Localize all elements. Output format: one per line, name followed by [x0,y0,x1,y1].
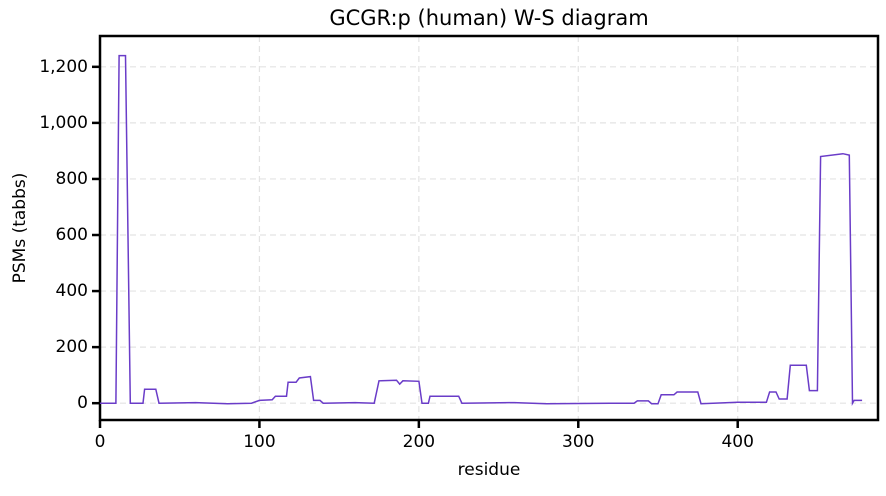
y-tick-label: 1,200 [39,57,88,77]
x-tick-label: 400 [721,432,753,452]
y-tick-label: 400 [56,281,88,301]
x-tick-label: 200 [403,432,435,452]
y-tick-label: 200 [56,337,88,357]
x-axis-label: residue [458,460,521,480]
plot-frame [98,34,880,422]
y-tick-label: 1,000 [39,113,88,133]
y-tick-label: 0 [77,393,88,413]
y-tick-label: 600 [56,225,88,245]
x-tick-label: 100 [243,432,275,452]
y-axis-label: PSMs (tabbs) [10,173,30,284]
x-tick-label: 300 [562,432,594,452]
x-tick-label: 0 [95,432,106,452]
y-tick-label: 800 [56,169,88,189]
chart-title: GCGR:p (human) W-S diagram [329,6,648,30]
data-line [100,54,863,406]
